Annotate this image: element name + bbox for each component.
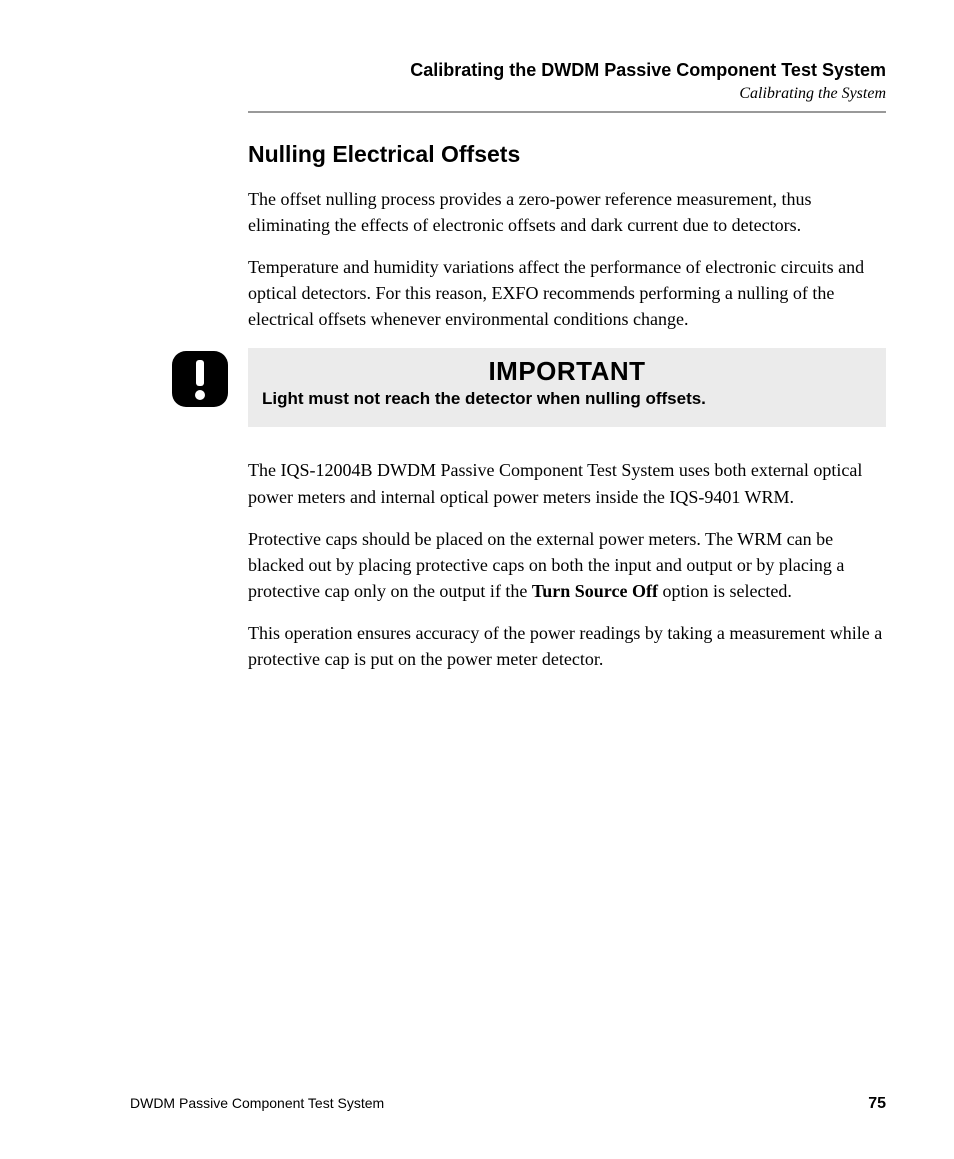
important-callout: IMPORTANT Light must not reach the detec… [169,348,886,427]
breadcrumb: Calibrating the System [248,85,886,103]
paragraph-4: Protective caps should be placed on the … [248,526,886,604]
page: Calibrating the DWDM Passive Component T… [0,0,954,1159]
footer-doc-title: DWDM Passive Component Test System [130,1095,384,1111]
paragraph-2: Temperature and humidity variations affe… [248,254,886,332]
chapter-title: Calibrating the DWDM Passive Component T… [248,60,886,81]
paragraph-1: The offset nulling process provides a ze… [248,186,886,238]
exclamation-icon [169,348,231,427]
section-heading: Nulling Electrical Offsets [248,141,886,168]
footer-page-number: 75 [868,1095,886,1113]
content-area: Nulling Electrical Offsets The offset nu… [248,141,886,672]
paragraph-5: This operation ensures accuracy of the p… [248,620,886,672]
paragraph-3: The IQS-12004B DWDM Passive Component Te… [248,457,886,509]
important-box: IMPORTANT Light must not reach the detec… [248,348,886,427]
page-footer: DWDM Passive Component Test System 75 [130,1095,886,1113]
important-title: IMPORTANT [262,356,872,387]
important-text: Light must not reach the detector when n… [262,389,872,409]
page-header: Calibrating the DWDM Passive Component T… [248,60,886,113]
header-rule [248,111,886,113]
turn-source-off-label: Turn Source Off [532,581,658,601]
paragraph-4-post: option is selected. [658,581,792,601]
